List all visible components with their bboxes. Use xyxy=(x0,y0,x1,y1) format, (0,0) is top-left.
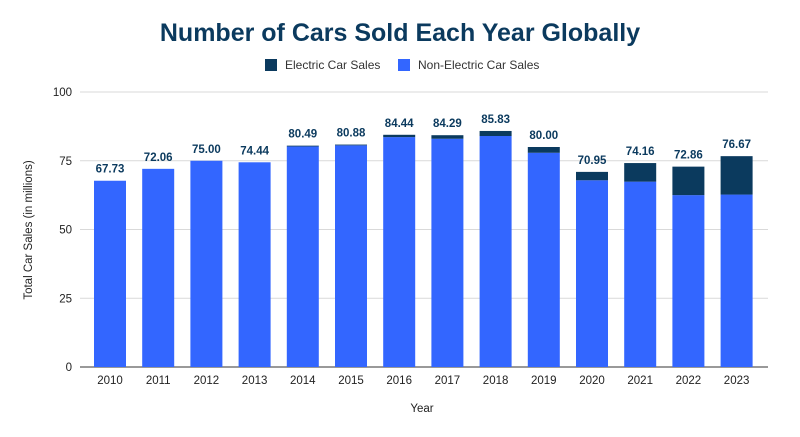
bar-electric-2018 xyxy=(479,130,512,136)
legend-item: Electric Car Sales xyxy=(265,58,380,72)
bar-non-electric-2021 xyxy=(624,181,657,367)
y-axis-title: Total Car Sales (in millions) xyxy=(23,160,35,299)
bar-electric-2014 xyxy=(286,145,319,147)
bar-non-electric-2013 xyxy=(238,162,271,367)
data-label-2012: 75.00 xyxy=(192,144,221,156)
data-label-2014: 80.49 xyxy=(288,129,317,141)
data-label-2015: 80.88 xyxy=(337,128,366,140)
x-tick-label: 2011 xyxy=(146,375,171,387)
x-tick-label: 2018 xyxy=(483,375,509,387)
data-label-2018: 85.83 xyxy=(481,114,510,126)
bar-non-electric-2010 xyxy=(94,180,126,367)
legend-swatch xyxy=(265,59,277,71)
bar-non-electric-2018 xyxy=(479,136,512,367)
bar-electric-2022 xyxy=(672,166,705,196)
x-tick-label: 2014 xyxy=(290,375,316,387)
bar-electric-2020 xyxy=(576,171,608,181)
bar-non-electric-2023 xyxy=(720,194,753,367)
data-label-2023: 76.67 xyxy=(722,139,751,151)
bar-non-electric-2017 xyxy=(431,138,464,367)
y-tick-label: 75 xyxy=(59,156,72,168)
data-labels: 67.73 72.06 75.00 74.44 80.49 80.88 84.44 84.29… xyxy=(96,114,751,176)
y-tick-label: 50 xyxy=(59,225,72,237)
bar-non-electric-2011 xyxy=(142,168,175,367)
y-axis-ticks: 0 25 50 75 100 xyxy=(53,87,72,374)
y-tick-label: 25 xyxy=(59,293,72,305)
bar-electric-2015 xyxy=(335,144,367,146)
x-tick-label: 2022 xyxy=(676,375,702,387)
y-tick-label: 100 xyxy=(53,87,72,99)
legend-label: Electric Car Sales xyxy=(285,58,380,72)
bar-non-electric-2014 xyxy=(286,146,319,367)
data-label-2017: 84.29 xyxy=(433,118,462,130)
legend-label: Non-Electric Car Sales xyxy=(418,58,539,72)
gridlines xyxy=(80,91,768,368)
bar-non-electric-2012 xyxy=(190,160,223,367)
legend: Electric Car Sales Non-Electric Car Sales xyxy=(265,58,539,72)
x-tick-label: 2013 xyxy=(242,375,268,387)
bars xyxy=(94,130,753,367)
data-label-2011: 72.06 xyxy=(144,152,173,164)
data-label-2016: 84.44 xyxy=(385,118,414,130)
bar-electric-2019 xyxy=(527,147,560,153)
data-label-2019: 80.00 xyxy=(529,130,558,142)
bar-non-electric-2016 xyxy=(383,137,416,367)
bar-non-electric-2020 xyxy=(576,180,608,367)
bar-non-electric-2015 xyxy=(335,145,367,367)
y-tick-label: 0 xyxy=(66,362,72,374)
bar-non-electric-2022 xyxy=(672,195,705,367)
x-tick-label: 2021 xyxy=(627,375,653,387)
bar-electric-2017 xyxy=(431,135,464,139)
data-label-2021: 74.16 xyxy=(626,146,655,158)
x-tick-label: 2023 xyxy=(724,375,750,387)
data-label-2010: 67.73 xyxy=(96,164,125,176)
x-tick-label: 2017 xyxy=(435,375,461,387)
x-tick-label: 2019 xyxy=(531,375,557,387)
x-tick-label: 2010 xyxy=(97,375,123,387)
data-label-2022: 72.86 xyxy=(674,150,703,162)
legend-swatch xyxy=(398,59,410,71)
x-tick-label: 2012 xyxy=(194,375,220,387)
x-tick-label: 2015 xyxy=(338,375,364,387)
bar-electric-2021 xyxy=(624,163,657,182)
x-tick-label: 2020 xyxy=(579,375,605,387)
data-label-2020: 70.95 xyxy=(578,155,607,167)
x-axis-title: Year xyxy=(410,403,433,415)
bar-electric-2023 xyxy=(720,156,753,195)
x-axis-ticks: 2010 2011 2012 2013 2014 2015 2016 2017 2018 2019… xyxy=(97,375,749,387)
chart-title: Number of Cars Sold Each Year Globally xyxy=(160,19,640,47)
data-label-2013: 74.44 xyxy=(240,145,269,157)
bar-electric-2016 xyxy=(383,134,416,138)
bar-non-electric-2019 xyxy=(527,152,560,367)
legend-item: Non-Electric Car Sales xyxy=(398,58,539,72)
x-tick-label: 2016 xyxy=(386,375,412,387)
